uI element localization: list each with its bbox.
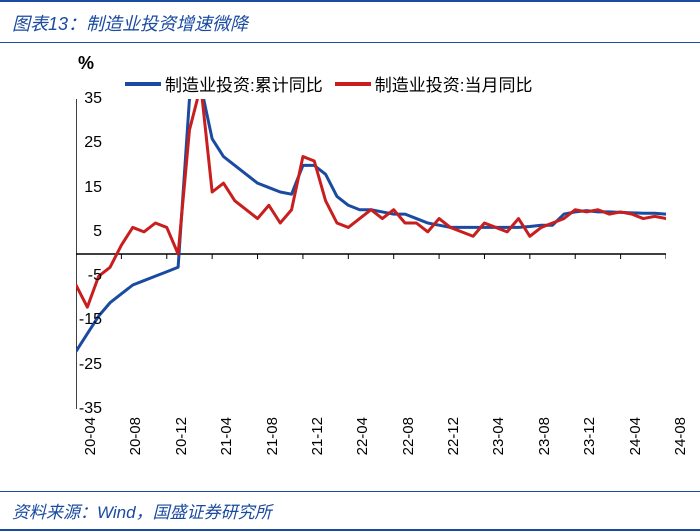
chart-legend: 制造业投资:累计同比 制造业投资:当月同比 [125, 71, 532, 96]
legend-item-monthly: 制造业投资:当月同比 [335, 71, 533, 96]
x-tick-label: 21-08 [264, 417, 281, 455]
x-tick-label: 23-08 [536, 417, 553, 455]
legend-swatch [125, 82, 161, 86]
chart-svg [76, 99, 666, 409]
legend-item-cumulative: 制造业投资:累计同比 [125, 71, 323, 96]
chart-title: 图表13：制造业投资增速微降 [12, 14, 248, 34]
x-tick-label: 22-12 [445, 417, 462, 455]
legend-label: 制造业投资:当月同比 [375, 71, 533, 96]
y-tick-label: 15 [62, 179, 102, 197]
y-tick-label: -35 [62, 400, 102, 418]
legend-swatch [335, 82, 371, 86]
y-axis-unit: % [78, 53, 94, 74]
y-tick-label: 5 [62, 223, 102, 241]
x-tick-label: 20-04 [82, 417, 99, 455]
plot-region [76, 99, 666, 409]
chart-title-bar: 图表13：制造业投资增速微降 [0, 0, 700, 43]
legend-label: 制造业投资:累计同比 [165, 71, 323, 96]
x-tick-label: 20-12 [173, 417, 190, 455]
x-tick-label: 24-04 [627, 417, 644, 455]
x-tick-label: 22-04 [354, 417, 371, 455]
source-bar: 资料来源：Wind，国盛证券研究所 [0, 491, 700, 531]
y-tick-label: 35 [62, 90, 102, 108]
y-tick-label: -15 [62, 311, 102, 329]
y-tick-label: 25 [62, 134, 102, 152]
x-tick-label: 21-12 [309, 417, 326, 455]
x-tick-label: 23-04 [490, 417, 507, 455]
source-text: 资料来源：Wind，国盛证券研究所 [12, 503, 272, 522]
x-tick-label: 22-08 [400, 417, 417, 455]
chart-area: % 制造业投资:累计同比 制造业投资:当月同比 -35 -25 -15 -5 5 15 25… [0, 43, 700, 481]
x-tick-label: 24-08 [672, 417, 689, 455]
x-tick-label: 21-04 [218, 417, 235, 455]
x-tick-label: 23-12 [581, 417, 598, 455]
y-tick-label: -5 [62, 267, 102, 285]
x-tick-label: 20-08 [127, 417, 144, 455]
y-tick-label: -25 [62, 356, 102, 374]
